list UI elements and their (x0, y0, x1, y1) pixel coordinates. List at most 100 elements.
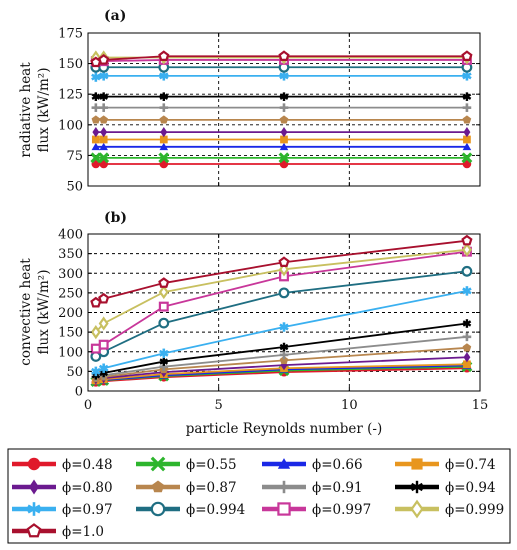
legend-item: ϕ=0.999 (395, 499, 504, 519)
data-point (91, 115, 101, 124)
legend-marker (277, 502, 291, 516)
data-point (159, 115, 169, 124)
data-point (279, 115, 289, 124)
data-point (99, 135, 108, 144)
legend: ϕ=0.48 ϕ=0.55 ϕ=0.66 ϕ=0.74 ϕ=0.80 ϕ=0.87 ϕ=0.… (7, 448, 511, 544)
data-point (90, 343, 101, 354)
legend-marker (277, 480, 291, 494)
y-tick-label: 175 (58, 27, 83, 42)
data-point (159, 142, 169, 151)
legend-item: ϕ=0.48 (12, 457, 113, 473)
panel-label-b: (b) (104, 210, 127, 226)
data-point (100, 126, 108, 138)
y-tick-label: 400 (58, 228, 83, 243)
x-tick-label: 5 (215, 398, 223, 413)
legend-marker (27, 457, 41, 471)
data-point (160, 126, 168, 138)
y-tick-label: 350 (58, 247, 83, 262)
series-a-3 (91, 135, 471, 144)
data-point (98, 71, 109, 81)
data-point (278, 287, 290, 299)
data-point (159, 92, 169, 101)
legend-label: ϕ=0.66 (312, 457, 363, 473)
data-point (462, 343, 472, 352)
data-point (91, 72, 101, 82)
data-point (278, 50, 290, 62)
legend-item: ϕ=0.87 (136, 480, 237, 496)
y-tick-label: 150 (58, 57, 83, 72)
data-point (278, 152, 290, 164)
data-point (158, 317, 170, 329)
legend-item: ϕ=0.97 (12, 502, 113, 518)
data-point (461, 242, 472, 257)
data-point (280, 135, 288, 144)
data-point (158, 50, 170, 62)
data-point (278, 262, 290, 277)
y-tick-label: 50 (66, 180, 83, 195)
legend-label: ϕ=0.91 (312, 480, 363, 496)
series-a-6 (91, 103, 472, 112)
legend-label: ϕ=0.55 (186, 457, 237, 473)
legend-item: ϕ=0.91 (262, 480, 363, 496)
y-tick-label: 200 (58, 306, 83, 321)
grid-a (88, 33, 480, 186)
data-point (279, 142, 289, 151)
data-point (461, 152, 473, 164)
legend-label: ϕ=0.80 (62, 480, 113, 496)
series-a-5 (91, 115, 472, 124)
data-point (159, 103, 169, 112)
y-tick-label: 150 (58, 326, 83, 341)
y-tick-label: 100 (58, 118, 83, 133)
y-axis-label-line1-a: radiative heat (18, 62, 34, 158)
x-tick-label: 15 (472, 398, 489, 413)
y-tick-label: 250 (58, 286, 83, 301)
series-a-4 (92, 126, 471, 138)
series-a-7 (91, 92, 472, 101)
data-point (99, 103, 108, 112)
data-point (90, 296, 102, 308)
data-point (91, 142, 101, 151)
legend-item: ϕ=0.55 (136, 456, 237, 473)
series-b-8 (91, 286, 472, 377)
data-point (159, 357, 169, 366)
data-point (461, 50, 473, 62)
y-tick-label: 0 (75, 385, 83, 400)
data-point (91, 366, 101, 377)
series-a-1 (90, 152, 473, 164)
data-point (462, 319, 472, 328)
panel-b: 0 50 100 150 200 250 300 350 400 0 5 10 15 (b) convect… (18, 210, 488, 437)
data-point (462, 92, 472, 101)
data-point (159, 348, 169, 359)
data-point (92, 126, 100, 138)
legend-item: ϕ=1.0 (12, 523, 104, 540)
plot-frame-a (87, 32, 481, 187)
data-point (463, 360, 471, 369)
data-point (279, 92, 289, 101)
legend-marker (151, 480, 165, 493)
legend-item: ϕ=0.66 (262, 457, 363, 473)
legend-label: ϕ=0.48 (62, 457, 113, 473)
y-tick-label: 300 (58, 267, 83, 282)
data-point (463, 126, 471, 138)
legend-marker (410, 499, 424, 519)
data-point (158, 152, 170, 164)
data-point (98, 152, 110, 164)
data-point (280, 126, 288, 138)
data-point (463, 352, 471, 363)
y-tick-label: 100 (58, 345, 83, 360)
legend-label: ϕ=0.999 (445, 502, 504, 518)
data-point (159, 71, 169, 81)
series-a-12 (90, 50, 473, 68)
data-point (98, 292, 110, 304)
data-point (158, 301, 169, 312)
x-tick-label: 10 (341, 398, 358, 413)
data-point (461, 234, 473, 246)
data-point (462, 142, 472, 151)
legend-item: ϕ=0.94 (395, 480, 496, 496)
y-axis-label-line2-b: flux (kW/m²) (36, 270, 52, 355)
data-point (462, 115, 472, 124)
legend-marker (150, 501, 166, 517)
legend-marker (411, 480, 423, 494)
series-b-12 (90, 234, 473, 308)
legend-item: ϕ=0.80 (12, 479, 113, 496)
